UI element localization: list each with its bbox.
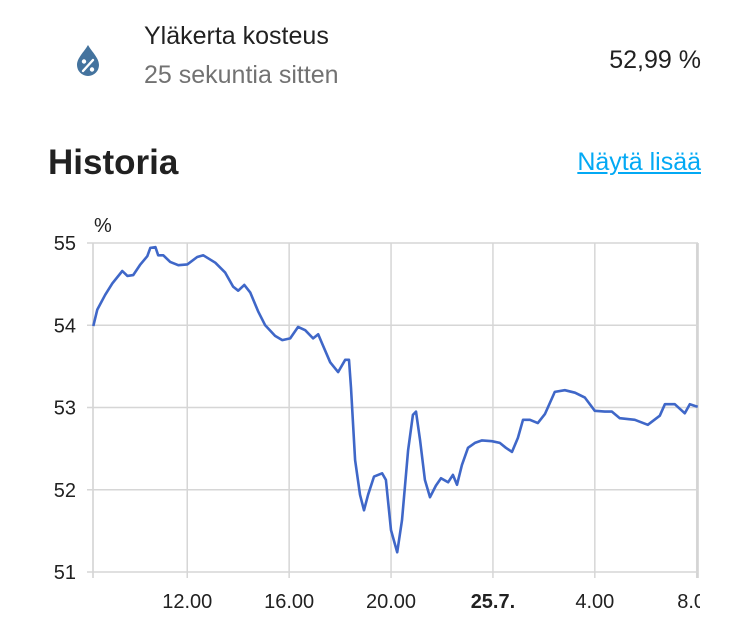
entity-name: Yläkerta kosteus xyxy=(144,22,329,50)
show-more-link[interactable]: Näytä lisää xyxy=(577,148,701,176)
y-axis-unit: % xyxy=(94,215,112,237)
x-tick-label: 25.7. xyxy=(471,591,515,613)
x-tick-label: 4.00 xyxy=(575,591,614,613)
x-tick-label: 12.00 xyxy=(162,591,212,613)
series-line xyxy=(93,247,697,552)
water-percent-icon xyxy=(77,45,99,76)
x-tick-label: 20.00 xyxy=(366,591,416,613)
y-tick-label: 55 xyxy=(54,233,76,255)
x-tick-label: 8.00 xyxy=(677,591,716,613)
last-changed: 25 sekuntia sitten xyxy=(144,61,339,89)
x-tick-label: 16.00 xyxy=(264,591,314,613)
y-tick-label: 53 xyxy=(54,398,76,420)
y-tick-label: 54 xyxy=(54,315,76,337)
y-tick-label: 51 xyxy=(54,562,76,584)
entity-state: 52,99 % xyxy=(609,46,701,74)
y-tick-label: 52 xyxy=(54,480,76,502)
history-heading: Historia xyxy=(48,143,179,182)
